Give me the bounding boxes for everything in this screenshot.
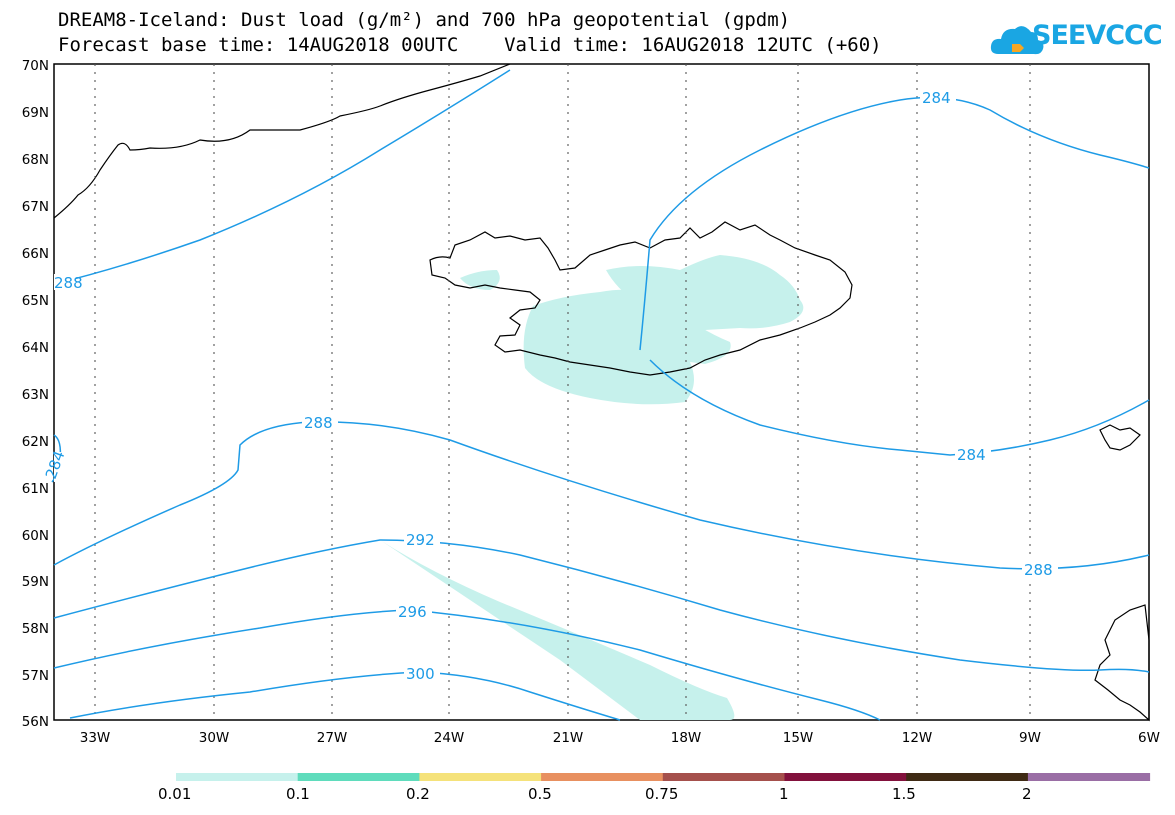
geopotential-contours bbox=[51, 69, 1150, 721]
contour-label: 284 bbox=[957, 446, 986, 464]
cloud-icon bbox=[990, 26, 1044, 55]
coast-faroe bbox=[1099, 424, 1141, 451]
colorbar-label: 1.5 bbox=[892, 785, 916, 803]
coast-greenland bbox=[53, 63, 511, 219]
logo-text: SEEVCCC bbox=[1032, 20, 1163, 51]
lon-label: 27W bbox=[317, 730, 348, 746]
map-subtitle: Forecast base time: 14AUG2018 00UTC Vali… bbox=[58, 34, 882, 56]
lon-label: 33W bbox=[80, 730, 111, 746]
lat-label: 63N bbox=[22, 387, 49, 403]
lat-label: 67N bbox=[22, 199, 49, 215]
dust-areas bbox=[380, 255, 804, 720]
lat-label: 69N bbox=[22, 105, 49, 121]
contour-label: 288 bbox=[304, 414, 333, 432]
colorbar bbox=[176, 773, 1151, 781]
lon-label: 6W bbox=[1138, 730, 1160, 746]
lat-label: 59N bbox=[22, 574, 49, 590]
lat-label: 66N bbox=[22, 246, 49, 262]
contour-label: 292 bbox=[406, 531, 435, 549]
lat-label: 60N bbox=[22, 528, 49, 544]
lon-label: 9W bbox=[1019, 730, 1041, 746]
lat-label: 64N bbox=[22, 340, 49, 356]
colorbar-segment bbox=[541, 773, 664, 781]
lat-label: 56N bbox=[22, 714, 49, 730]
colorbar-label: 0.01 bbox=[158, 785, 192, 803]
colorbar-segment bbox=[297, 773, 420, 781]
lat-label: 65N bbox=[22, 293, 49, 309]
map-frame bbox=[53, 63, 1150, 721]
colorbar-segment bbox=[1027, 773, 1151, 781]
lon-label: 12W bbox=[902, 730, 933, 746]
lat-label: 70N bbox=[22, 58, 49, 74]
colorbar-segment bbox=[176, 773, 299, 781]
lon-label: 30W bbox=[199, 730, 230, 746]
contour-label: 300 bbox=[406, 665, 435, 683]
contour-label: 296 bbox=[398, 603, 427, 621]
lon-label: 15W bbox=[783, 730, 814, 746]
contour-label: 288 bbox=[1024, 561, 1053, 579]
colorbar-label: 0.1 bbox=[286, 785, 310, 803]
colorbar-segment bbox=[906, 773, 1029, 781]
lon-label: 24W bbox=[434, 730, 465, 746]
colorbar-label: 0.5 bbox=[528, 785, 552, 803]
lon-label: 21W bbox=[553, 730, 584, 746]
coast-scotland bbox=[1094, 604, 1150, 722]
colorbar-label: 0.2 bbox=[406, 785, 430, 803]
colorbar-label: 0.75 bbox=[645, 785, 679, 803]
contour-label: 288 bbox=[54, 274, 83, 292]
colorbar-label: 1 bbox=[779, 785, 789, 803]
lat-label: 68N bbox=[22, 152, 49, 168]
coast-iceland bbox=[429, 221, 853, 376]
lat-label: 58N bbox=[22, 621, 49, 637]
colorbar-label: 2 bbox=[1022, 785, 1032, 803]
contour-label: 284 bbox=[922, 89, 951, 107]
lat-label: 61N bbox=[22, 481, 49, 497]
latitude-labels: 70N 69N 68N 67N 66N 65N 64N 63N 62N 61N … bbox=[22, 58, 49, 730]
lat-label: 57N bbox=[22, 668, 49, 684]
graticule bbox=[94, 64, 1031, 720]
colorbar-segment bbox=[419, 773, 542, 781]
longitude-labels: 33W 30W 27W 24W 21W 18W 15W 12W 9W 6W bbox=[80, 730, 1160, 746]
lon-label: 18W bbox=[671, 730, 702, 746]
contour-labels: 288 284 288 284 284 292 288 296 300 bbox=[42, 88, 1058, 683]
colorbar-segment bbox=[784, 773, 907, 781]
colorbar-segment bbox=[662, 773, 785, 781]
lat-label: 62N bbox=[22, 434, 49, 450]
coastlines bbox=[53, 63, 1150, 722]
map-title: DREAM8-Iceland: Dust load (g/m²) and 700… bbox=[58, 9, 791, 31]
